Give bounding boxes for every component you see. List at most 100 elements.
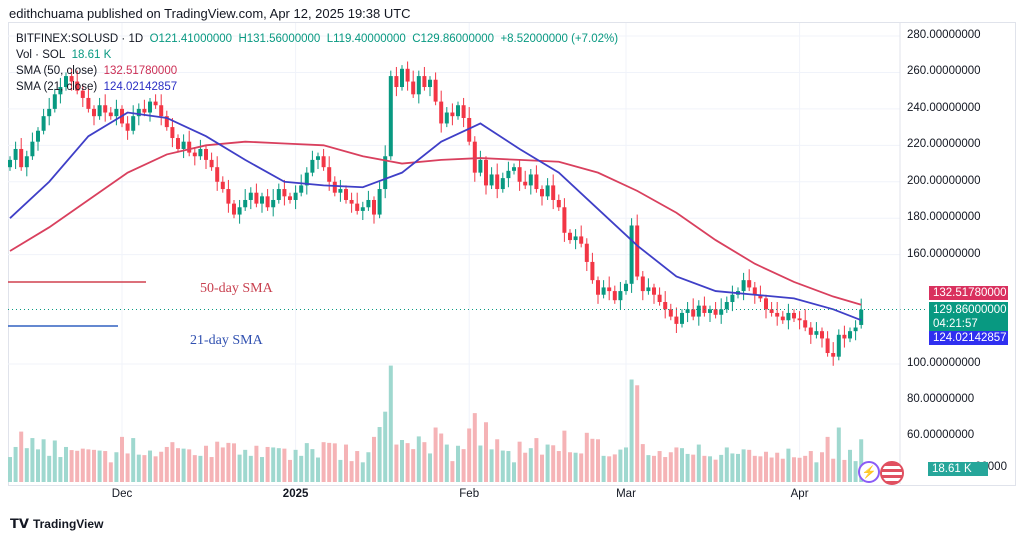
candle (730, 294, 735, 303)
countdown: 04:21:57 (933, 318, 978, 330)
volume-bar (248, 455, 253, 482)
volume-bar (416, 436, 421, 482)
volume-bar (640, 444, 645, 482)
volume-bar (198, 455, 203, 482)
candle (713, 309, 718, 315)
y-tick-label: 240.00000000 (907, 101, 981, 114)
volume-bar (444, 444, 449, 482)
volume-bar (472, 413, 477, 482)
volume-bar (422, 442, 427, 482)
volume-bar (187, 449, 192, 482)
candle (848, 331, 852, 339)
candle (136, 108, 141, 117)
candle (708, 309, 712, 313)
candle (562, 207, 567, 233)
us-flag-icon[interactable] (880, 461, 904, 485)
volume-bar (338, 459, 343, 482)
lightning-icon[interactable]: ⚡ (858, 461, 880, 483)
sma50-annotation: 50-day SMA (200, 281, 273, 296)
candle (635, 225, 640, 277)
volume-bar (573, 452, 578, 482)
candle (47, 108, 52, 117)
candle (624, 283, 628, 292)
volume-bar (377, 427, 382, 482)
candle (293, 192, 298, 200)
candle (215, 167, 220, 182)
symbol[interactable]: BITFINEX:SOLUSD · 1D (16, 33, 144, 45)
candle (204, 148, 208, 160)
candle (803, 320, 808, 328)
volume-bar (624, 447, 628, 482)
volume-bar (461, 449, 466, 482)
candle (8, 159, 12, 168)
volume-bar (652, 455, 656, 482)
volume-bar (831, 458, 836, 482)
volume-label[interactable]: Vol · SOL (16, 49, 66, 61)
volume-bar (220, 447, 225, 482)
candle (584, 243, 589, 262)
volume-bar (612, 454, 617, 482)
volume-bar (125, 453, 130, 482)
volume-bar (276, 448, 281, 482)
y-tick-label: 260.00000000 (907, 65, 981, 78)
candle (579, 236, 584, 244)
candle (461, 105, 466, 118)
candle (282, 189, 287, 197)
tradingview-logo[interactable]: 𝗧𝗩 TradingView (10, 516, 103, 532)
candle (652, 287, 656, 295)
volume-bar (344, 444, 348, 482)
volume-bar (310, 449, 315, 482)
volume-bar (618, 449, 623, 482)
candle (674, 316, 679, 324)
volume-bar (204, 445, 208, 482)
volume-bar (562, 430, 567, 482)
candle (780, 316, 785, 321)
volume-bar (209, 457, 214, 482)
y-tick-label: 280.00000000 (907, 29, 981, 41)
sma50-label[interactable]: SMA (50, close) (16, 65, 98, 77)
candle (663, 302, 668, 310)
candle (131, 116, 136, 131)
candle (668, 309, 673, 317)
high-value: H131.56000000 (238, 33, 321, 45)
volume-bar (635, 385, 640, 482)
volume-bar (159, 451, 164, 482)
x-tick-label: Apr (790, 488, 809, 500)
volume-bar (512, 462, 516, 482)
candle (92, 108, 96, 117)
sma50-line (9, 140, 862, 306)
candle (764, 298, 768, 310)
candle (646, 287, 651, 292)
volume-bar (215, 441, 220, 482)
last-price: 129.86000000 (933, 304, 1007, 316)
volume-bar (136, 454, 141, 482)
candle (590, 261, 595, 281)
volume-bar (540, 454, 544, 482)
candle (786, 312, 791, 321)
candle (164, 116, 169, 128)
volume-bar (596, 439, 600, 482)
volume-bar (724, 447, 729, 482)
volume-bar (551, 445, 556, 482)
candle (355, 203, 360, 211)
volume-bar (545, 444, 550, 482)
candle (41, 116, 46, 131)
chart-frame[interactable] (8, 22, 1016, 486)
volume-bar (120, 436, 124, 482)
volume-bar (769, 457, 774, 482)
price-tag: 129.86000000 04:21:57 (929, 302, 1008, 332)
candle (383, 156, 388, 190)
candle (69, 76, 74, 82)
volume-bar (534, 438, 539, 482)
volume-bar (366, 452, 371, 482)
volume-bar (19, 431, 24, 482)
candle (724, 302, 729, 310)
candle (30, 141, 35, 157)
candle (820, 331, 824, 339)
sma21-label[interactable]: SMA (21, close) (16, 81, 98, 93)
chart-legend: BITFINEX:SOLUSD · 1D O121.41000000 H131.… (16, 31, 618, 95)
volume-bar (108, 462, 113, 482)
candle (52, 94, 57, 109)
volume-bar (47, 455, 52, 482)
